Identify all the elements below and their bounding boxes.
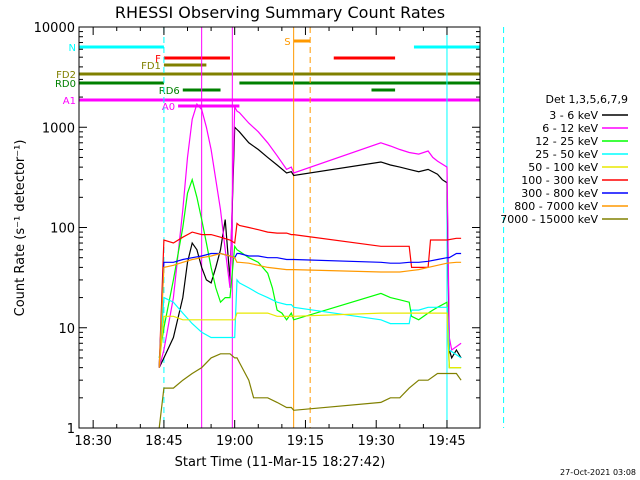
- flag-label-rd6: RD6: [159, 86, 180, 97]
- flag-label-s: S: [284, 37, 290, 48]
- flag-label-fd1: FD1: [141, 61, 161, 72]
- legend-label: 3 - 6 keV: [549, 109, 598, 122]
- y-tick-label: 10000: [34, 21, 75, 36]
- footer-timestamp: 27-Oct-2021 03:08: [560, 468, 636, 477]
- flag-label-rd0: RD0: [55, 79, 76, 90]
- flag-label-fd2: FD2: [56, 70, 76, 81]
- series-line-1: [158, 102, 462, 368]
- x-tick-label: 19:15: [287, 434, 324, 449]
- x-tick-label: 18:30: [74, 434, 111, 449]
- legend-label: 25 - 50 keV: [535, 148, 598, 161]
- x-tick-label: 19:45: [428, 434, 465, 449]
- time-markers-layer: [163, 27, 505, 428]
- y-tick-label: 100: [50, 222, 75, 237]
- legend-label: 12 - 25 keV: [535, 135, 598, 148]
- series-line-7: [158, 252, 462, 368]
- flag-label-f: F: [155, 54, 161, 65]
- series-line-8: [158, 353, 462, 429]
- x-axis-label: Start Time (11-Mar-15 18:27:42): [175, 455, 386, 470]
- x-tick-label: 19:30: [357, 434, 394, 449]
- legend-label: 6 - 12 keV: [542, 122, 598, 135]
- y-tick-label: 1000: [42, 121, 75, 136]
- legend-label: 300 - 800 keV: [521, 187, 598, 200]
- legend-label: 100 - 300 keV: [521, 174, 598, 187]
- y-tick-label: 1: [67, 422, 75, 437]
- flag-label-a0: A0: [162, 102, 175, 113]
- series-line-0: [158, 125, 462, 368]
- series-layer: [158, 102, 462, 429]
- legend-title: Det 1,3,5,6,7,9: [545, 93, 628, 106]
- flag-label-n: N: [69, 43, 76, 54]
- y-tick-label: 10: [58, 322, 75, 337]
- series-line-6: [158, 252, 462, 368]
- legend-label: 7000 - 15000 keV: [500, 213, 598, 226]
- series-line-3: [158, 278, 462, 368]
- y-axis-label: Count Rate (s⁻¹ detector⁻¹): [13, 140, 28, 317]
- legend-label: 800 - 7000 keV: [514, 200, 598, 213]
- x-tick-label: 19:00: [216, 434, 253, 449]
- chart-title: RHESSI Observing Summary Count Rates: [115, 3, 445, 22]
- axes-layer: 18:30 18:45 19:00 19:15 19:30 19:45 1 10 100 1000…: [34, 21, 480, 449]
- flag-label-a1: A1: [63, 96, 76, 107]
- x-tick-label: 18:45: [145, 434, 182, 449]
- legend-label: 50 - 100 keV: [528, 161, 598, 174]
- series-line-2: [158, 177, 462, 369]
- series-line-4: [158, 312, 462, 369]
